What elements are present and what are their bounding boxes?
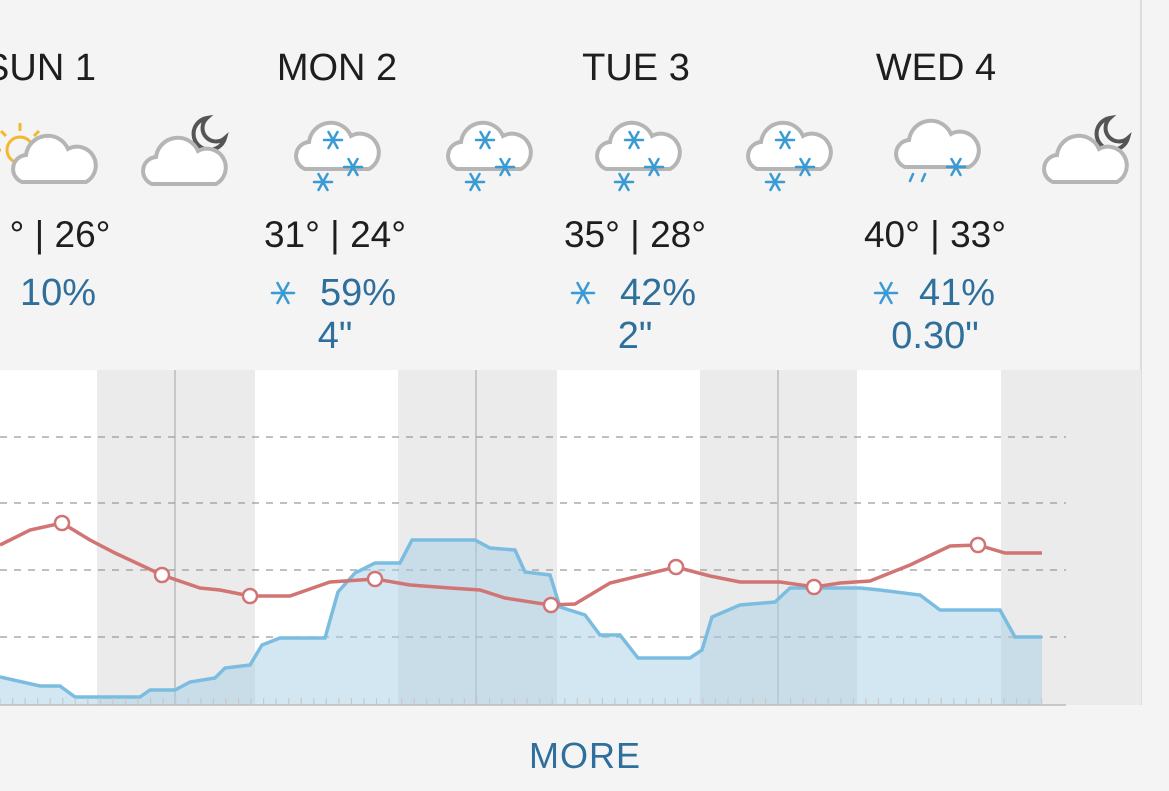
more-button[interactable]: MORE [529, 735, 641, 776]
precip-chance: 10% [20, 272, 96, 314]
day-label: SUN 1 [0, 47, 96, 89]
temps: 31° | 24° [264, 214, 406, 255]
precip-amount: 2" [618, 315, 653, 357]
temps: ° | 26° [10, 214, 111, 255]
precip-chance: 42% [620, 272, 696, 314]
weather-icons [0, 116, 1130, 190]
precip-chance: 41% [919, 272, 995, 314]
temps: 40° | 33° [864, 214, 1006, 255]
day-label: MON 2 [277, 47, 397, 89]
temps: 35° | 28° [564, 214, 706, 255]
day-label: TUE 3 [582, 47, 690, 89]
precip-chance: 59% [320, 272, 396, 314]
hourly-graph [0, 370, 1141, 706]
precip-amount: 0.30" [891, 315, 978, 357]
precip-amount: 4" [318, 315, 353, 357]
day-label: WED 4 [876, 47, 996, 89]
